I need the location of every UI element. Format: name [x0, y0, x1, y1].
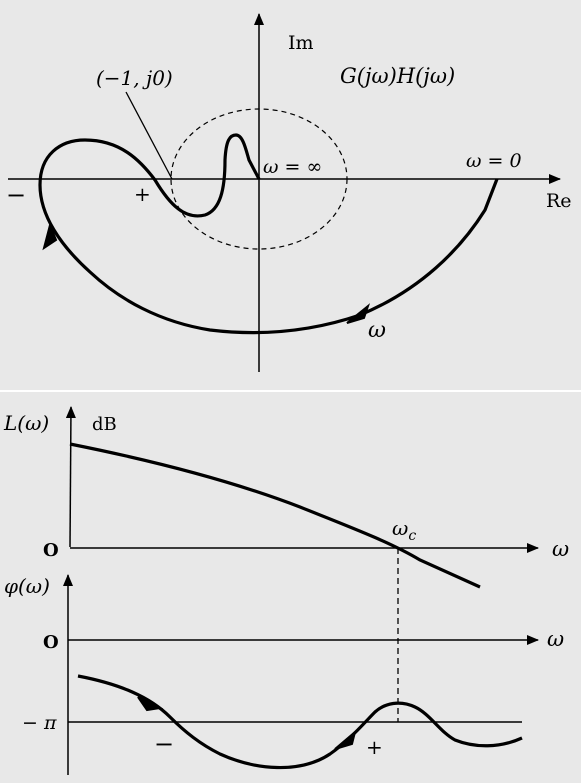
phase-plus-sign: +	[366, 735, 383, 759]
nyquist-curve	[38, 133, 499, 335]
phase-arrow-right	[334, 729, 357, 750]
magnitude-axis-label: L(ω)	[3, 411, 49, 435]
transfer-function-label: G(jω)H(jω)	[340, 64, 455, 88]
omega-infinity-label: ω = ∞	[263, 156, 322, 178]
re-axis-label: Re	[546, 190, 572, 212]
crossover-frequency-label: ωc	[392, 516, 416, 544]
omega-zero-label: ω = 0	[466, 150, 522, 172]
minus-sign-label: −	[6, 181, 26, 209]
nyquist-panel: Im Re G(jω)H(jω) (−1, j0) ω = ∞ ω = 0 ω …	[0, 0, 581, 390]
bode-svg: L(ω) dB O ω ωc φ(ω) O ω − π − +	[3, 406, 569, 775]
db-unit-label: dB	[92, 414, 117, 435]
phase-omega-label: ω	[547, 627, 564, 651]
critical-point-label: (−1, j0)	[96, 66, 173, 90]
phase-axis-label: φ(ω)	[4, 574, 50, 598]
phase-minus-sign: −	[154, 730, 174, 758]
magnitude-curve	[69, 442, 481, 589]
phase-origin-label: O	[43, 632, 59, 653]
arrow-omega-lower	[346, 303, 371, 324]
omega-curve-label: ω	[368, 318, 386, 343]
phase-arrow-left	[137, 696, 164, 712]
plus-sign-label: +	[134, 182, 151, 206]
bode-panel: L(ω) dB O ω ωc φ(ω) O ω − π − +	[0, 392, 581, 783]
nyquist-svg: Im Re G(jω)H(jω) (−1, j0) ω = ∞ ω = 0 ω …	[6, 13, 572, 372]
magnitude-y-axis	[65, 406, 76, 548]
critical-point-pointer	[125, 91, 173, 180]
im-axis-label: Im	[288, 32, 314, 54]
minus-pi-label: − π	[22, 712, 57, 734]
magnitude-omega-label: ω	[552, 537, 569, 561]
unit-circle	[170, 108, 348, 250]
arrow-omega-left	[42, 221, 58, 251]
magnitude-origin-label: O	[43, 540, 59, 561]
